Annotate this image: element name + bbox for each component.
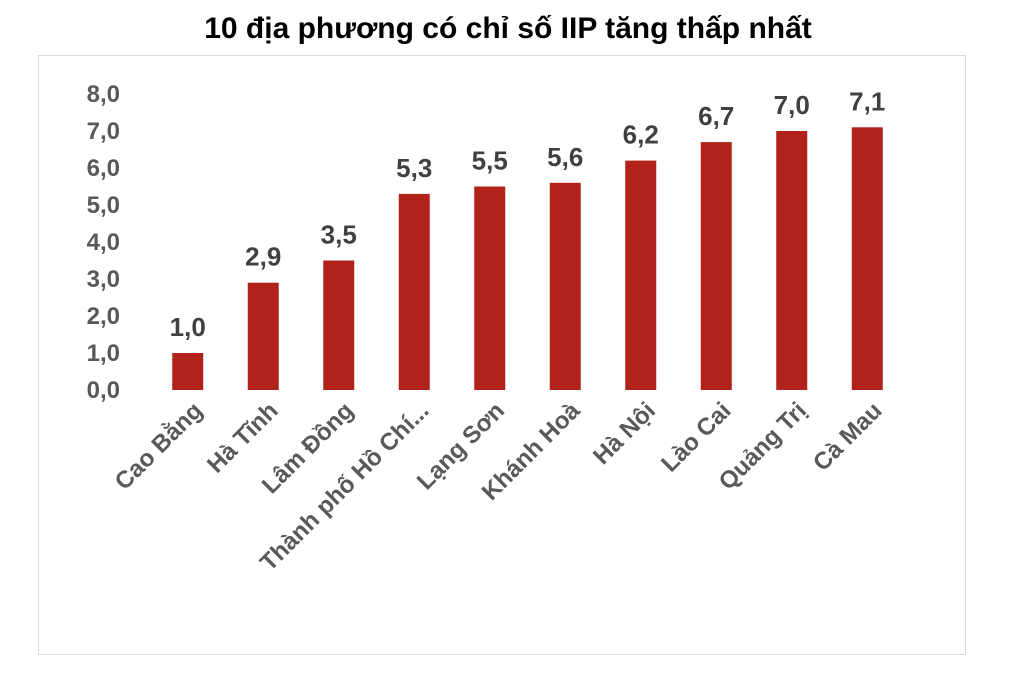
data-label: 1,0: [170, 312, 206, 342]
bar: [474, 186, 506, 390]
bar: [247, 282, 279, 390]
bar: [776, 131, 808, 390]
bar: [323, 260, 355, 390]
bar: [851, 127, 883, 391]
category-label: Hà Nội: [588, 397, 661, 470]
bar: [549, 182, 581, 390]
y-tick-label: 4,0: [87, 229, 120, 256]
data-label: 2,9: [245, 242, 281, 272]
bar: [398, 193, 430, 390]
data-label: 5,3: [396, 153, 432, 183]
y-tick-label: 7,0: [87, 118, 120, 145]
category-label: Cà Mau: [808, 397, 887, 476]
data-label: 6,7: [698, 101, 734, 131]
bar: [625, 160, 657, 390]
y-tick-label: 0,0: [87, 377, 120, 404]
bar: [700, 142, 732, 390]
y-tick-label: 2,0: [87, 303, 120, 330]
data-label: 6,2: [623, 120, 659, 150]
bar: [172, 353, 204, 390]
data-label: 7,1: [849, 86, 885, 116]
category-label: Cao Bằng: [109, 396, 208, 495]
y-tick-label: 5,0: [87, 192, 120, 219]
chart-frame: [38, 55, 966, 655]
y-tick-label: 6,0: [87, 155, 120, 182]
y-tick-label: 1,0: [87, 340, 120, 367]
y-tick-label: 8,0: [87, 81, 120, 108]
y-tick-label: 3,0: [87, 266, 120, 293]
data-label: 5,6: [547, 142, 583, 172]
data-label: 5,5: [472, 146, 508, 176]
data-label: 7,0: [774, 90, 810, 120]
data-label: 3,5: [321, 220, 357, 250]
chart-title: 10 địa phương có chỉ số IIP tăng thấp nh…: [204, 12, 812, 45]
